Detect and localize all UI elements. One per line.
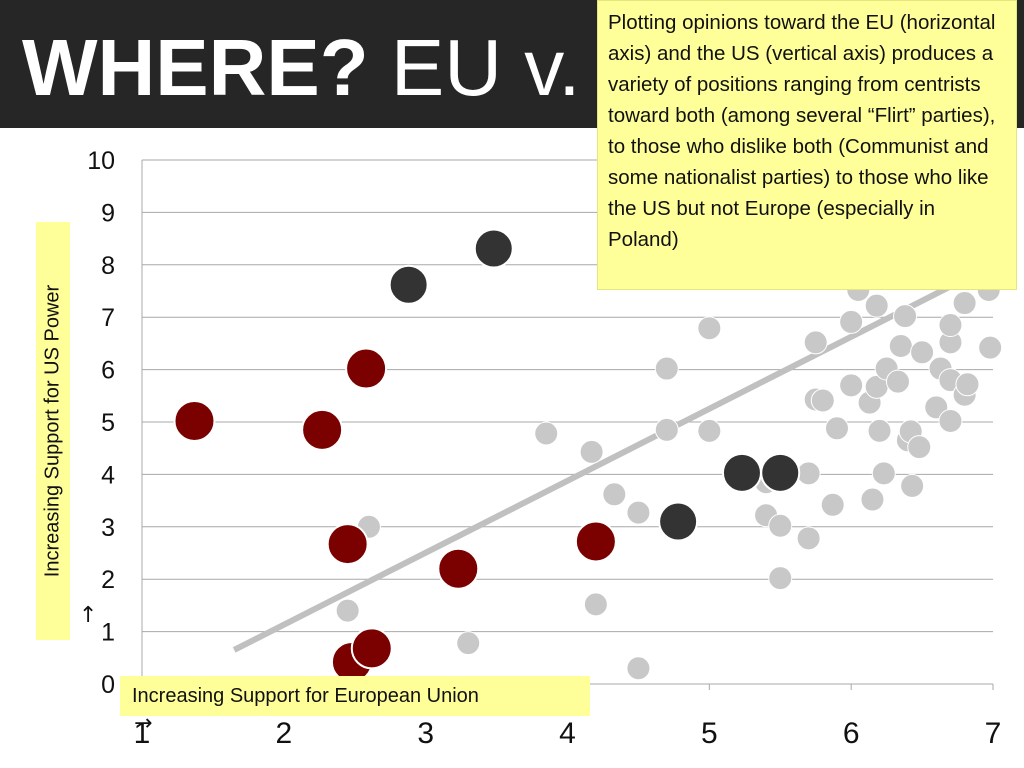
- data-point-other: [893, 304, 918, 329]
- data-point-other: [697, 418, 722, 443]
- data-point-other: [602, 482, 627, 507]
- data-point-highlight: [574, 520, 617, 563]
- data-point-other: [864, 293, 889, 318]
- data-point-dark: [760, 452, 801, 493]
- data-point-other: [860, 487, 885, 512]
- y-tick-label: 8: [101, 252, 115, 280]
- x-tick-label: 2: [275, 717, 292, 750]
- y-tick-label: 9: [101, 199, 115, 227]
- data-point-other: [768, 513, 793, 538]
- x-tick-label: 4: [559, 717, 576, 750]
- data-point-highlight: [437, 547, 480, 590]
- data-point-highlight: [350, 627, 393, 670]
- data-point-other: [938, 408, 963, 433]
- y-tick-label: 7: [101, 304, 115, 332]
- data-point-other: [810, 388, 835, 413]
- up-arrow-icon: ↑: [79, 603, 98, 628]
- y-axis-label-box: [36, 222, 70, 640]
- data-point-other: [952, 291, 977, 316]
- data-point-other: [626, 500, 651, 525]
- data-point-dark: [473, 228, 514, 269]
- y-tick-label: 2: [101, 566, 115, 594]
- data-point-other: [839, 309, 864, 334]
- y-tick-label: 1: [101, 619, 115, 647]
- data-point-other: [888, 334, 913, 359]
- data-point-other: [768, 566, 793, 591]
- data-point-other: [938, 313, 963, 338]
- data-point-other: [796, 526, 821, 551]
- data-point-other: [900, 473, 925, 498]
- data-point-other: [803, 330, 828, 355]
- slide-title: WHERE? EU v.: [22, 18, 581, 118]
- data-point-other: [885, 369, 910, 394]
- data-point-other: [824, 416, 849, 441]
- data-point-other: [871, 461, 896, 486]
- data-point-other: [697, 316, 722, 341]
- data-point-dark: [388, 264, 429, 305]
- x-axis-label: Increasing Support for European Union: [120, 676, 590, 716]
- x-tick-label: 7: [985, 717, 1002, 750]
- data-point-other: [579, 439, 604, 464]
- y-tick-label: 3: [101, 514, 115, 542]
- y-tick-label: 5: [101, 409, 115, 437]
- data-point-highlight: [301, 408, 344, 451]
- data-point-other: [907, 435, 932, 460]
- data-point-other: [626, 656, 651, 681]
- data-point-other: [456, 631, 481, 656]
- data-point-highlight: [173, 399, 216, 442]
- x-tick-label: 1: [134, 717, 151, 750]
- title-bold: WHERE?: [22, 23, 369, 112]
- data-point-other: [839, 373, 864, 398]
- y-tick-label: 0: [101, 671, 115, 699]
- data-point-dark: [658, 501, 699, 542]
- data-point-other: [654, 417, 679, 442]
- data-point-other: [583, 592, 608, 617]
- x-tick-label: 6: [843, 717, 860, 750]
- data-point-other: [955, 372, 980, 397]
- y-tick-label: 10: [87, 147, 115, 175]
- y-tick-label: 4: [101, 461, 115, 489]
- title-light: EU v.: [390, 23, 581, 112]
- data-point-other: [978, 335, 1003, 360]
- right-arrow-icon: →: [134, 711, 153, 736]
- data-point-other: [654, 356, 679, 381]
- data-point-other: [796, 461, 821, 486]
- x-tick-label: 5: [701, 717, 718, 750]
- data-point-other: [534, 421, 559, 446]
- data-point-other: [867, 418, 892, 443]
- data-point-other: [820, 492, 845, 517]
- trend-line: [232, 262, 995, 653]
- y-tick-label: 6: [101, 357, 115, 385]
- callout-note: Plotting opinions toward the EU (horizon…: [597, 0, 1017, 290]
- x-tick-label: 3: [417, 717, 434, 750]
- data-point-other: [335, 598, 360, 623]
- data-point-highlight: [326, 523, 369, 566]
- data-point-dark: [721, 452, 762, 493]
- data-point-highlight: [345, 347, 388, 390]
- y-axis-label: Increasing Support for US Power: [41, 284, 64, 578]
- data-point-other: [910, 340, 935, 365]
